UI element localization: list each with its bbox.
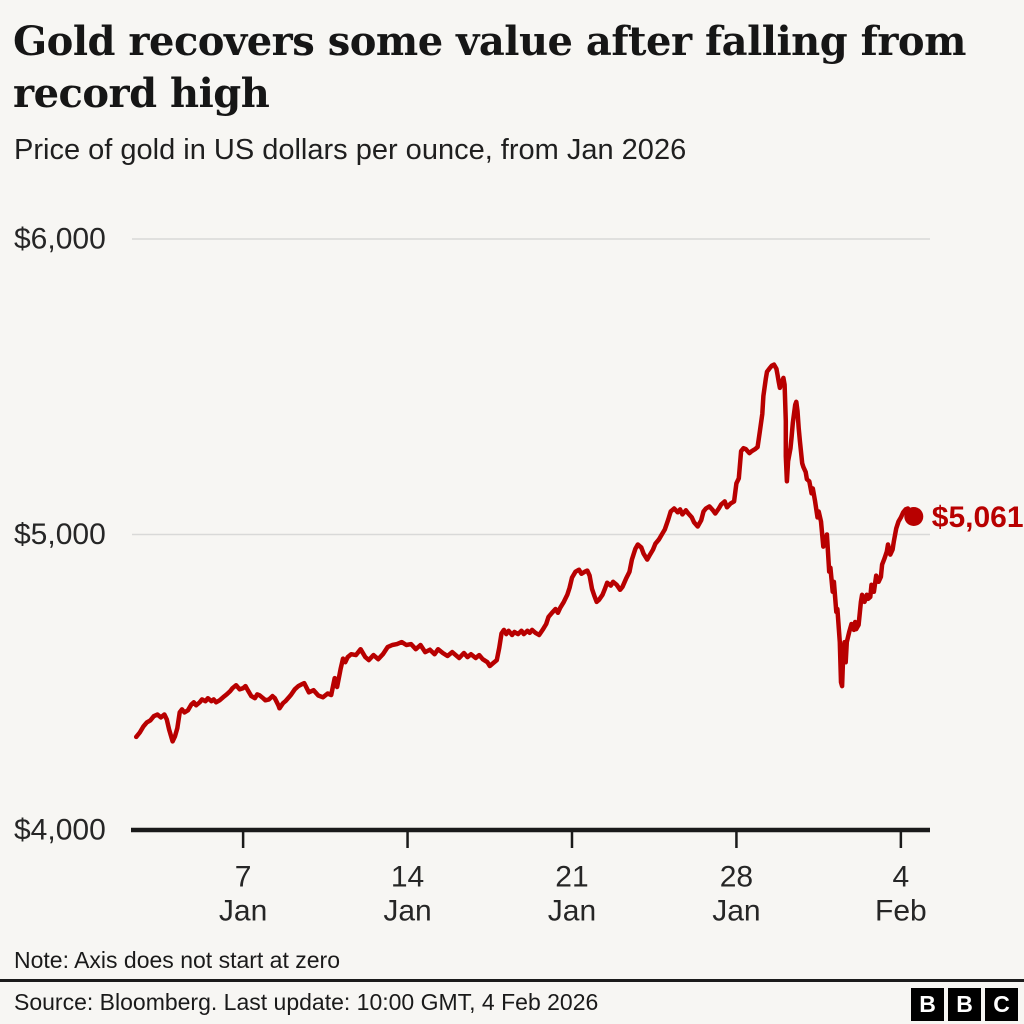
price-line xyxy=(133,362,917,744)
chart-title: Gold recovers some value after falling f… xyxy=(13,18,966,117)
x-tick-label-month: Jan xyxy=(219,895,267,928)
x-tick-label-day: 14 xyxy=(391,861,424,894)
chart-subtitle: Price of gold in US dollars per ounce, f… xyxy=(14,134,687,166)
x-tick-label-month: Feb xyxy=(875,895,927,928)
chart-note: Note: Axis does not start at zero xyxy=(14,947,340,973)
footer-divider xyxy=(0,979,1024,982)
x-tick-label-day: 28 xyxy=(720,861,753,894)
bbc-logo-letter-box: B xyxy=(911,988,944,1021)
y-tick-label: $4,000 xyxy=(14,814,106,847)
bbc-logo-letter-box: C xyxy=(985,988,1018,1021)
bbc-logo: B B C xyxy=(911,988,1018,1021)
x-tick-label-day: 4 xyxy=(893,861,910,894)
y-tick-label: $6,000 xyxy=(14,223,106,256)
x-tick-label-day: 7 xyxy=(235,861,252,894)
x-tick-label-month: Jan xyxy=(548,895,596,928)
end-dot xyxy=(904,506,924,526)
y-tick-label: $5,000 xyxy=(14,518,106,551)
x-tick-label-day: 21 xyxy=(555,861,588,894)
source-text: Source: Bloomberg. Last update: 10:00 GM… xyxy=(14,989,599,1015)
end-value-label: $5,061 xyxy=(932,501,1024,534)
x-tick-label-month: Jan xyxy=(383,895,431,928)
bbc-logo-letter-box: B xyxy=(948,988,981,1021)
x-tick-label-month: Jan xyxy=(712,895,760,928)
